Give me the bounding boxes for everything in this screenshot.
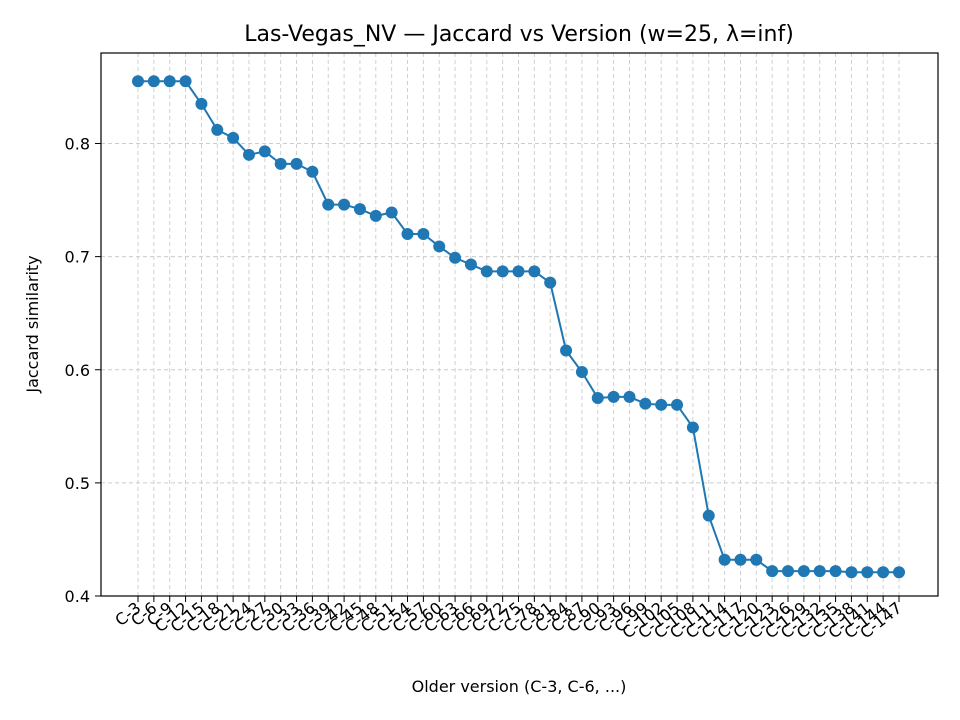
data-point [575, 366, 588, 379]
data-point [607, 390, 620, 403]
data-point [132, 75, 144, 88]
data-point [861, 566, 874, 579]
data-point [369, 209, 382, 222]
plot-frame [100, 52, 939, 597]
data-point [639, 397, 652, 410]
y-tick-label: 0.7 [65, 248, 90, 267]
data-point [179, 75, 192, 88]
data-point [211, 123, 224, 136]
data-point [464, 258, 477, 271]
data-point [782, 565, 795, 578]
data-point [560, 344, 573, 357]
data-point [655, 398, 668, 411]
data-point [544, 276, 557, 289]
chart-title: Las-Vegas_NV — Jaccard vs Version (w=25,… [244, 22, 794, 47]
data-point [718, 553, 731, 566]
data-point [274, 157, 287, 170]
x-axis-label: Older version (C-3, C-6, ...) [412, 677, 627, 696]
series [132, 75, 905, 579]
data-point [512, 265, 525, 278]
y-axis-ticks: 0.4 0.5 0.6 0.7 0.8 [65, 135, 101, 606]
data-point [449, 251, 462, 264]
data-point [734, 553, 747, 566]
data-point [591, 392, 604, 405]
data-point [353, 203, 366, 216]
data-point [147, 75, 160, 88]
data-point [433, 240, 446, 253]
data-point [290, 157, 303, 170]
data-point [877, 566, 890, 579]
data-point [845, 566, 858, 579]
data-point [623, 390, 636, 403]
y-tick-label: 0.5 [65, 474, 90, 493]
data-point [893, 566, 905, 579]
data-point [686, 421, 699, 434]
data-point [195, 97, 208, 110]
data-point [258, 145, 271, 158]
data-point [417, 228, 430, 240]
data-point [528, 265, 541, 278]
data-point [385, 206, 398, 219]
data-point [163, 75, 176, 88]
data-point [242, 148, 255, 161]
y-tick-label: 0.4 [65, 587, 90, 606]
y-axis-label: Jaccard similarity [23, 255, 42, 393]
data-point [766, 565, 779, 578]
data-point [306, 165, 319, 178]
data-point [671, 398, 684, 411]
data-point [480, 265, 493, 278]
data-point [338, 198, 351, 211]
data-point [750, 553, 763, 566]
data-point [813, 565, 826, 578]
data-point [401, 228, 414, 240]
data-point [797, 565, 810, 578]
data-point [227, 131, 240, 144]
data-point [322, 198, 335, 211]
y-tick-label: 0.6 [65, 361, 90, 380]
data-point [702, 509, 715, 522]
data-point [829, 565, 842, 578]
y-tick-label: 0.8 [65, 135, 90, 154]
data-point [496, 265, 509, 278]
